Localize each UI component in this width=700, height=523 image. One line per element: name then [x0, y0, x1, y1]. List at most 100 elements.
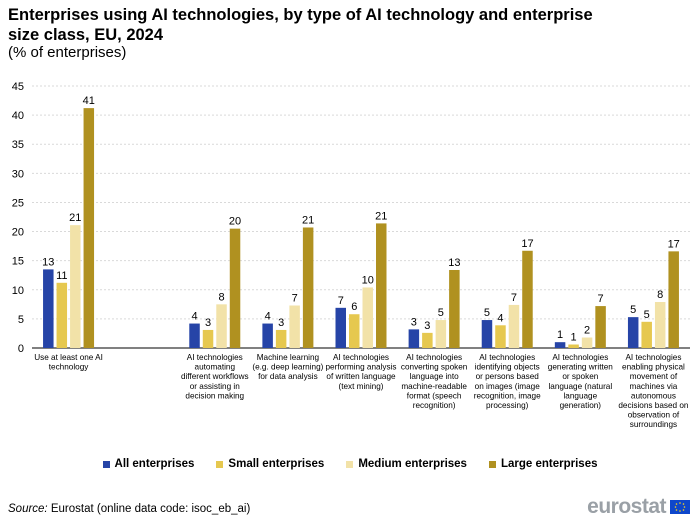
- x-tick-label-line: AI technologies: [479, 353, 535, 362]
- data-label: 7: [511, 292, 517, 304]
- bar: [362, 287, 373, 348]
- eurostat-logo: eurostat: [587, 495, 690, 519]
- data-label: 4: [497, 312, 503, 324]
- x-tick-label-line: Use at least one AI: [34, 353, 103, 362]
- x-tick-label-line: AI technologies: [552, 353, 608, 362]
- x-tick-label-line: format (speech: [407, 391, 462, 400]
- x-tick-label-line: language into: [410, 372, 460, 381]
- x-tick-label-line: AI technologies: [625, 353, 681, 362]
- data-label: 4: [265, 311, 271, 323]
- y-tick-label: 25: [12, 197, 24, 209]
- y-tick-label: 35: [12, 139, 24, 151]
- data-label: 11: [56, 270, 67, 282]
- x-tick-label-line: different workflows: [181, 372, 249, 381]
- data-label: 2: [584, 325, 590, 337]
- bar: [302, 227, 314, 348]
- data-label: 41: [83, 95, 95, 107]
- legend-item: Large enterprises: [488, 458, 598, 470]
- data-label: 1: [557, 329, 563, 341]
- bar: [289, 305, 300, 348]
- bar: [202, 329, 214, 348]
- logo-text: eurostat: [587, 495, 666, 518]
- data-label: 6: [351, 301, 357, 313]
- x-tick-label-line: for data analysis: [258, 372, 318, 381]
- x-tick-label: AI technologies enabling physical movement…: [618, 353, 689, 429]
- legend-label: Medium enterprises: [358, 458, 467, 470]
- x-tick-label-line: processing): [486, 401, 529, 410]
- y-tick-label: 5: [18, 314, 24, 326]
- y-tick-label: 10: [12, 285, 24, 297]
- data-label: 21: [69, 212, 81, 224]
- x-tick-label-line: language: [563, 391, 597, 400]
- x-tick-label-line: enabling physical: [622, 363, 685, 372]
- bar: [641, 321, 652, 348]
- data-label: 5: [484, 307, 490, 319]
- bar: [408, 329, 420, 348]
- x-tick-label-line: decisions based on: [618, 401, 689, 410]
- legend-item: All enterprises: [102, 458, 195, 470]
- bar: [262, 323, 273, 348]
- data-label: 21: [375, 210, 387, 222]
- data-label: 7: [292, 292, 298, 304]
- x-tick-label-line: performing analysis: [326, 363, 397, 372]
- legend-label: Small enterprises: [228, 458, 325, 470]
- x-tick-label-line: technology: [49, 363, 90, 372]
- bar: [595, 306, 606, 348]
- x-tick-label-line: observation of: [628, 411, 680, 420]
- x-tick-label-line: (e.g. deep learning): [252, 363, 323, 372]
- x-tick-label-line: recognition): [413, 401, 456, 410]
- x-tick-label-line: generating written: [548, 363, 614, 372]
- y-tick-label: 20: [12, 227, 24, 239]
- y-tick-label: 45: [12, 81, 24, 93]
- data-label: 10: [362, 274, 374, 286]
- bar: [229, 228, 241, 348]
- bar: [83, 108, 95, 348]
- x-tick-label-line: or spoken: [562, 372, 598, 381]
- x-tick-label-line: decision making: [185, 391, 244, 400]
- data-label: 17: [668, 238, 680, 250]
- legend-swatch: [488, 460, 496, 468]
- data-label: 21: [302, 214, 314, 226]
- data-label: 7: [338, 295, 344, 307]
- bar: [216, 304, 227, 348]
- chart-subtitle: (% of enterprises): [8, 44, 127, 61]
- x-tick-label-line: automating: [195, 363, 236, 372]
- x-tick-label: AI technologies automating different workf…: [181, 353, 249, 400]
- legend-swatch: [216, 460, 224, 468]
- x-tick-label-line: language (natural: [548, 382, 612, 391]
- legend-label: Large enterprises: [500, 458, 598, 470]
- data-label: 3: [411, 316, 417, 328]
- y-tick-label: 30: [12, 168, 24, 180]
- data-label: 5: [630, 304, 636, 316]
- x-tick-label: AI technologies converting spoken language…: [401, 353, 468, 410]
- x-tick-label-line: generation): [560, 401, 602, 410]
- x-tick-label-line: Machine learning: [257, 353, 320, 362]
- data-label: 13: [42, 256, 54, 268]
- bar: [481, 320, 493, 348]
- bar: [581, 337, 593, 348]
- x-tick-label-line: identifying objects: [475, 363, 540, 372]
- bar: [275, 329, 287, 348]
- bar: [43, 269, 54, 348]
- legend-swatch: [346, 460, 354, 468]
- data-label: 20: [229, 216, 241, 228]
- x-tick-label-line: converting spoken: [401, 363, 468, 372]
- bar: [449, 269, 460, 348]
- x-tick-label: AI technologies performing analysis of wri…: [326, 353, 397, 391]
- bar: [56, 282, 68, 348]
- data-label: 5: [644, 309, 650, 321]
- x-tick-label-line: AI technologies: [406, 353, 462, 362]
- x-tick-label-line: AI technologies: [187, 353, 243, 362]
- x-tick-label-line: movement of: [630, 372, 678, 381]
- data-label: 7: [598, 293, 604, 305]
- bar: [189, 323, 200, 348]
- x-tick-label-line: recognition, image: [474, 391, 541, 400]
- bar: [568, 344, 579, 348]
- legend-label: All enterprises: [114, 458, 195, 470]
- source-note: Source: Eurostat (online data code: isoc…: [8, 503, 250, 515]
- x-tick-label-line: of written language: [326, 372, 396, 381]
- data-label: 8: [218, 291, 224, 303]
- y-tick-label: 40: [12, 110, 24, 122]
- x-tick-label-line: autonomous: [631, 391, 676, 400]
